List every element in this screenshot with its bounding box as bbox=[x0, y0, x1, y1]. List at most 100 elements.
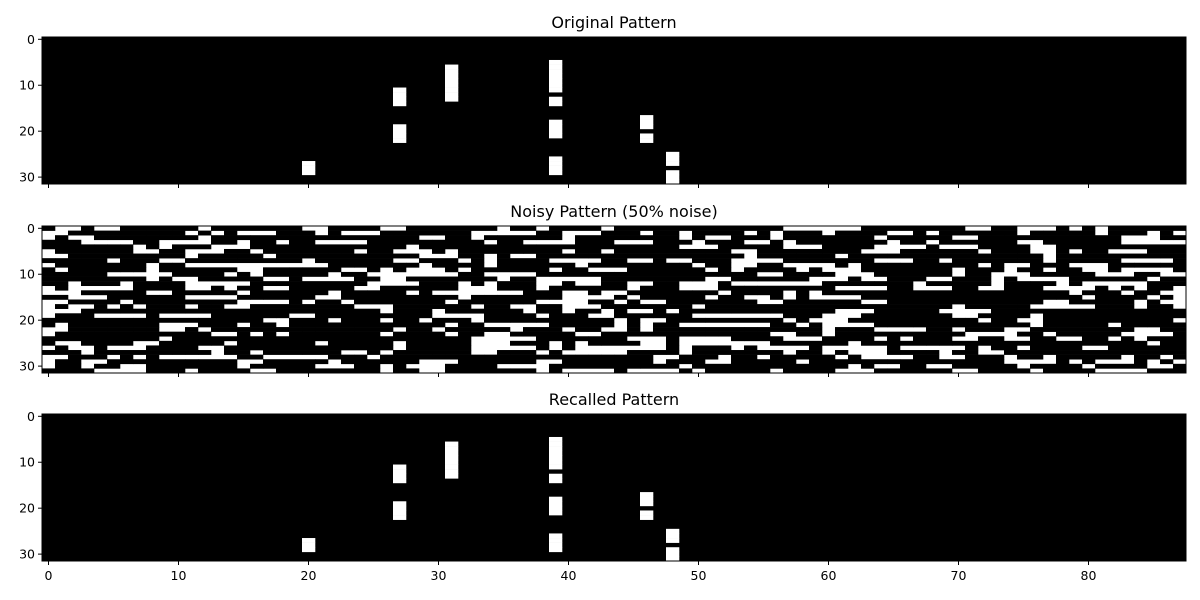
heatmap-cell bbox=[549, 510, 563, 516]
heatmap-cell bbox=[588, 239, 615, 245]
heatmap-cell bbox=[653, 327, 706, 332]
heatmap-cell bbox=[627, 248, 641, 254]
heatmap-cell bbox=[380, 262, 407, 268]
heatmap-cell bbox=[1147, 350, 1187, 355]
y-tick-label: 20 bbox=[19, 313, 35, 328]
heatmap-cell bbox=[497, 299, 524, 305]
heatmap-cell bbox=[1108, 345, 1122, 351]
heatmap-cell bbox=[94, 331, 134, 337]
heatmap-cell bbox=[445, 267, 459, 273]
heatmap-cell bbox=[1056, 226, 1070, 231]
heatmap-cell bbox=[861, 267, 875, 273]
heatmap-cell bbox=[510, 317, 537, 323]
heatmap-cell bbox=[939, 253, 992, 259]
heatmap-cell bbox=[913, 258, 927, 264]
heatmap-cell bbox=[55, 350, 82, 355]
heatmap-cell bbox=[315, 244, 407, 250]
heatmap-cell bbox=[302, 331, 316, 337]
heatmap-cell bbox=[380, 313, 420, 319]
x-tick-label: 0 bbox=[45, 568, 53, 583]
x-tick-label: 30 bbox=[431, 568, 447, 583]
heatmap-cell bbox=[1134, 290, 1148, 296]
heatmap-cell bbox=[926, 317, 940, 323]
heatmap-cell bbox=[822, 253, 836, 259]
heatmap-cell bbox=[757, 285, 823, 291]
heatmap-cell bbox=[1082, 248, 1109, 254]
y-tick-label: 10 bbox=[19, 267, 35, 282]
heatmap-cell bbox=[159, 359, 186, 365]
heatmap-cell bbox=[549, 59, 563, 65]
heatmap-cell bbox=[146, 253, 186, 259]
heatmap-cell bbox=[666, 179, 680, 185]
heatmap-cell bbox=[445, 473, 459, 479]
heatmap-cell bbox=[42, 271, 108, 277]
heatmap-cell bbox=[133, 290, 147, 296]
heatmap-cell bbox=[549, 161, 563, 166]
heatmap-cell bbox=[549, 446, 563, 452]
heatmap-cell bbox=[172, 262, 186, 268]
heatmap-cell bbox=[458, 226, 498, 231]
heatmap-cell bbox=[1108, 304, 1135, 309]
heatmap-cell bbox=[796, 317, 810, 323]
heatmap-cell bbox=[887, 322, 914, 328]
heatmap-cell bbox=[393, 267, 407, 273]
heatmap-cell bbox=[1147, 317, 1174, 323]
heatmap-cell bbox=[146, 308, 160, 314]
heatmap-cell bbox=[835, 299, 862, 305]
chart-title: Recalled Pattern bbox=[549, 390, 679, 409]
heatmap-cell bbox=[146, 304, 160, 309]
heatmap-cell bbox=[146, 230, 160, 236]
heatmap-cell bbox=[835, 258, 862, 264]
heatmap-cell bbox=[393, 96, 407, 102]
heatmap-cell bbox=[887, 313, 953, 319]
heatmap-cell bbox=[705, 327, 745, 332]
heatmap-cell bbox=[1134, 345, 1161, 351]
heatmap-cell bbox=[172, 271, 199, 277]
heatmap-cell bbox=[1043, 368, 1096, 374]
heatmap-cell bbox=[523, 327, 563, 332]
heatmap-cell bbox=[640, 285, 680, 291]
heatmap-cell bbox=[1082, 359, 1096, 365]
heatmap-cell bbox=[120, 258, 134, 264]
heatmap-cell bbox=[978, 368, 1018, 374]
heatmap-cell bbox=[861, 313, 888, 319]
heatmap-cell bbox=[497, 258, 550, 264]
heatmap-cell bbox=[1147, 271, 1161, 277]
heatmap-cell bbox=[887, 285, 914, 291]
heatmap-cell bbox=[653, 313, 667, 319]
heatmap-cell bbox=[1069, 235, 1122, 241]
heatmap-cell bbox=[731, 336, 745, 342]
heatmap-cell bbox=[796, 294, 810, 300]
heatmap-cell bbox=[107, 308, 121, 314]
heatmap-cell bbox=[588, 299, 615, 305]
heatmap-cell bbox=[237, 331, 251, 337]
heatmap-cell bbox=[224, 345, 238, 351]
heatmap-cell bbox=[627, 317, 641, 323]
heatmap-cell bbox=[601, 258, 615, 264]
heatmap-cell bbox=[42, 322, 56, 328]
heatmap-cell bbox=[393, 87, 407, 93]
heatmap-cell bbox=[159, 262, 173, 268]
heatmap-cell bbox=[133, 258, 160, 264]
y-tick-label: 10 bbox=[19, 78, 35, 93]
heatmap-cell bbox=[1160, 281, 1187, 287]
heatmap-cell bbox=[497, 235, 537, 241]
heatmap-cell bbox=[406, 262, 420, 268]
heatmap-cell bbox=[81, 226, 95, 231]
heatmap-cell bbox=[991, 248, 1018, 254]
heatmap-cell bbox=[536, 235, 563, 241]
heatmap-cell bbox=[1160, 235, 1174, 241]
heatmap-cell bbox=[523, 248, 550, 254]
heatmap-cell bbox=[289, 363, 316, 369]
heatmap-cell bbox=[146, 294, 160, 300]
heatmap-cell bbox=[1173, 363, 1187, 369]
heatmap-cell bbox=[419, 331, 446, 337]
heatmap-cell bbox=[393, 235, 420, 241]
heatmap-cell bbox=[640, 276, 654, 282]
heatmap-cell bbox=[94, 354, 108, 360]
heatmap-cell bbox=[55, 331, 82, 337]
heatmap-cell bbox=[926, 322, 979, 328]
heatmap-cell bbox=[822, 290, 953, 296]
heatmap-cell bbox=[354, 359, 368, 365]
heatmap-cell bbox=[926, 350, 940, 355]
